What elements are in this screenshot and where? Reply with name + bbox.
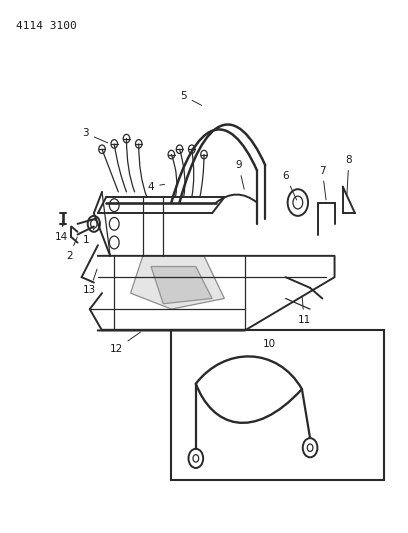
Polygon shape xyxy=(151,266,212,304)
Text: 4114 3100: 4114 3100 xyxy=(16,21,77,31)
Text: 9: 9 xyxy=(235,160,244,189)
Text: 1: 1 xyxy=(82,229,94,245)
Text: 8: 8 xyxy=(346,155,352,195)
Text: 4: 4 xyxy=(148,182,164,191)
Text: 3: 3 xyxy=(82,128,108,143)
Polygon shape xyxy=(131,256,224,309)
Text: 2: 2 xyxy=(66,237,77,261)
Text: 14: 14 xyxy=(55,221,68,242)
Text: 13: 13 xyxy=(83,269,97,295)
FancyBboxPatch shape xyxy=(171,330,384,480)
Text: 6: 6 xyxy=(282,171,297,200)
Text: 7: 7 xyxy=(319,166,326,200)
Text: 11: 11 xyxy=(297,296,310,325)
Text: 5: 5 xyxy=(180,91,202,106)
Text: 12: 12 xyxy=(110,332,140,354)
Text: 10: 10 xyxy=(263,339,276,349)
